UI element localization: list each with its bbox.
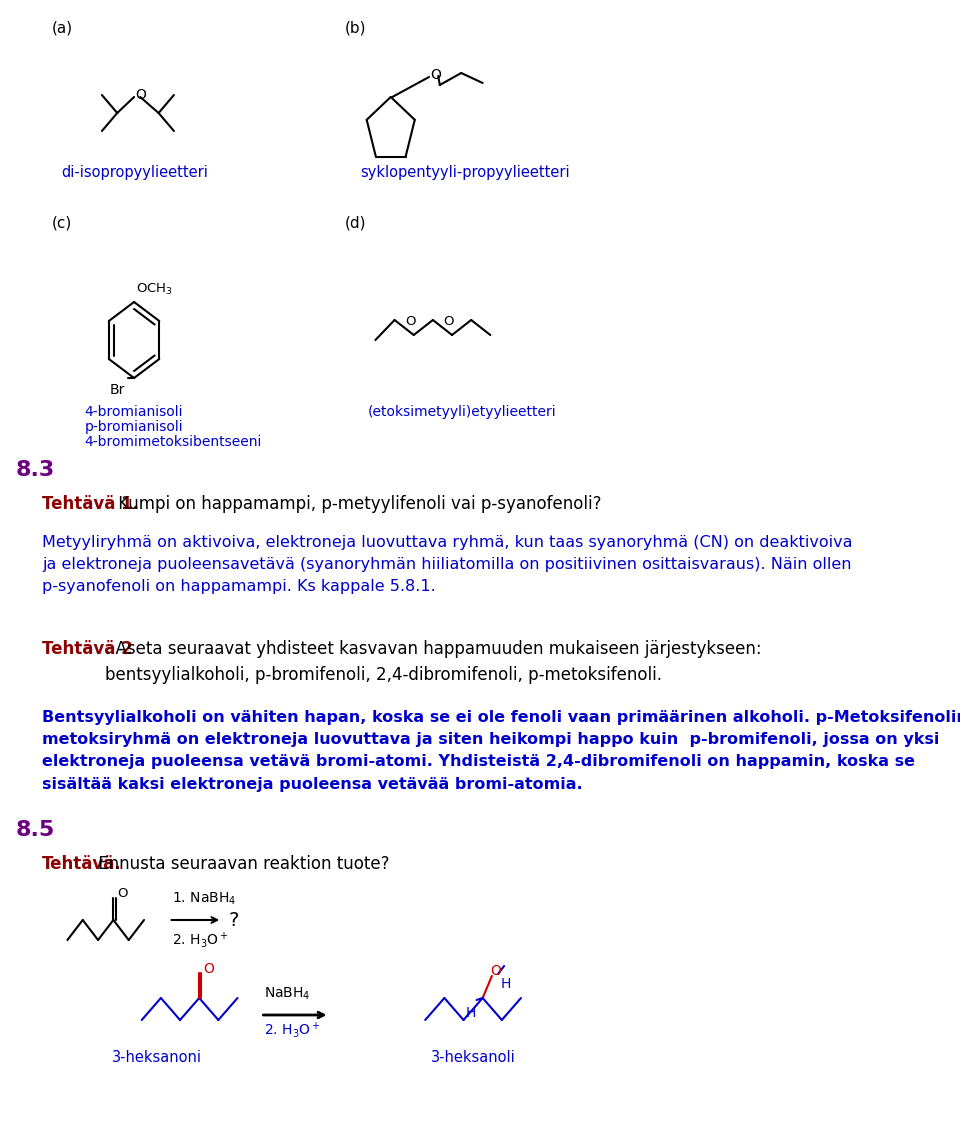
Text: Tehtävä.: Tehtävä. — [42, 855, 122, 873]
Text: O: O — [203, 962, 214, 976]
Text: Tehtävä 1.: Tehtävä 1. — [42, 495, 139, 513]
Text: 2. H$_3$O$^+$: 2. H$_3$O$^+$ — [173, 930, 229, 949]
Text: . Aseta seuraavat yhdisteet kasvavan happamuuden mukaiseen järjestykseen:
bentsy: . Aseta seuraavat yhdisteet kasvavan hap… — [105, 640, 761, 684]
Text: O: O — [405, 315, 416, 327]
Text: O: O — [431, 68, 442, 82]
Text: NaBH$_4$: NaBH$_4$ — [264, 986, 311, 1002]
Text: OCH$_3$: OCH$_3$ — [135, 282, 173, 297]
Text: 4-bromianisoli: 4-bromianisoli — [84, 405, 182, 420]
Text: 1. NaBH$_4$: 1. NaBH$_4$ — [173, 890, 236, 907]
Text: O: O — [444, 315, 454, 327]
Text: 2. H$_3$O$^+$: 2. H$_3$O$^+$ — [264, 1020, 321, 1039]
Text: Bentsyylialkoholi on vähiten hapan, koska se ei ole fenoli vaan primäärinen alko: Bentsyylialkoholi on vähiten hapan, kosk… — [42, 709, 960, 791]
Text: H: H — [466, 1006, 476, 1020]
Text: Ennusta seuraavan reaktion tuote?: Ennusta seuraavan reaktion tuote? — [93, 855, 390, 873]
Text: Tehtävä 2: Tehtävä 2 — [42, 640, 132, 658]
Text: ?: ? — [228, 911, 239, 930]
Text: O: O — [135, 88, 147, 102]
Text: 3-heksanoni: 3-heksanoni — [112, 1049, 202, 1065]
Text: di-isopropyylieetteri: di-isopropyylieetteri — [61, 165, 208, 180]
Text: syklopentyyli-propyylieetteri: syklopentyyli-propyylieetteri — [360, 165, 569, 180]
Text: H: H — [501, 977, 512, 991]
Text: (d): (d) — [345, 215, 367, 230]
Text: (a): (a) — [52, 20, 73, 35]
Text: (c): (c) — [52, 215, 72, 230]
Text: 8.3: 8.3 — [15, 460, 55, 480]
Text: p-bromianisoli: p-bromianisoli — [84, 420, 183, 434]
Text: Metyyliryhmä on aktivoiva, elektroneja luovuttava ryhmä, kun taas syanoryhmä (CN: Metyyliryhmä on aktivoiva, elektroneja l… — [42, 536, 852, 595]
Text: O: O — [117, 887, 128, 901]
Text: (b): (b) — [345, 20, 367, 35]
Text: 8.5: 8.5 — [15, 820, 55, 840]
Text: (etoksimetyyli)etyylieetteri: (etoksimetyyli)etyylieetteri — [368, 405, 557, 420]
Text: 4-bromimetoksibentseeni: 4-bromimetoksibentseeni — [84, 435, 262, 449]
Text: O: O — [491, 964, 501, 978]
Text: Kumpi on happamampi, p-metyylifenoli vai p-syanofenoli?: Kumpi on happamampi, p-metyylifenoli vai… — [113, 495, 602, 513]
Text: Br: Br — [109, 383, 125, 397]
Text: 3-heksanoli: 3-heksanoli — [431, 1049, 516, 1065]
